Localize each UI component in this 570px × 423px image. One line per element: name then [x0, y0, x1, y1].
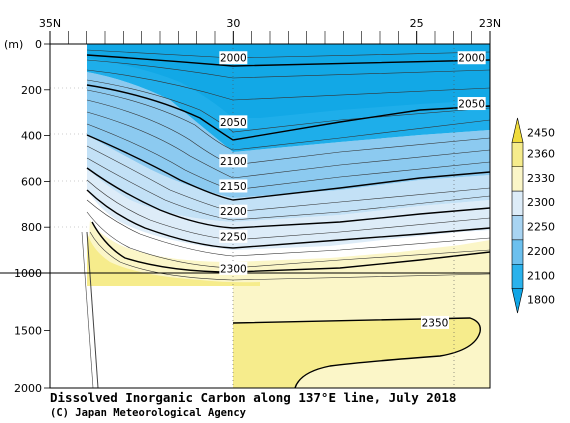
- contour-label: 2200: [220, 206, 247, 218]
- colorbar-label: 2330: [527, 172, 555, 185]
- deep-2330-2360-region: [233, 318, 481, 388]
- y-tick-label: 600: [21, 175, 42, 188]
- contour-labels: 2000 2000 2050 2050 2100 2150 2200 2250 2300 2350: [219, 51, 486, 329]
- colorbar-swatch: [511, 263, 524, 289]
- y-tick-label: 1500: [14, 325, 42, 338]
- x-tick-label: 35N: [39, 17, 61, 30]
- y-tick-label: 200: [21, 84, 42, 97]
- band-2300-2330: [87, 220, 490, 285]
- x-tick-label: 25: [410, 17, 424, 30]
- colorbar-swatch: [511, 142, 524, 168]
- colorbar-label: 2300: [527, 196, 555, 209]
- contour-label: 2300: [220, 263, 247, 275]
- contour-label: 2050: [220, 117, 247, 129]
- colorbar-label: 2450: [527, 126, 555, 139]
- colorbar-swatch: [511, 166, 524, 192]
- contour-label-bg: [457, 97, 486, 111]
- contour-label-bg: [219, 154, 248, 168]
- contour-label: 2150: [220, 181, 247, 193]
- contour-label: 2350: [422, 317, 449, 329]
- contour-label-bg: [219, 261, 248, 275]
- contour-label-bg: [219, 51, 248, 65]
- contour-label-bg: [219, 115, 248, 129]
- contour-label-bg: [219, 229, 248, 243]
- colorbar-swatch: [511, 117, 524, 143]
- y-tick-label: 400: [21, 130, 42, 143]
- colorbar-label: 2200: [527, 245, 555, 258]
- band-2250-2300: [87, 168, 490, 250]
- colorbar-label: 2100: [527, 269, 555, 282]
- colorbar: 2450 2360 2330 2300 2250 2200 2100 1800: [511, 117, 555, 314]
- y-tick-label: 1000: [14, 267, 42, 280]
- section-fill: [50, 44, 490, 388]
- colorbar-swatch: [511, 288, 524, 314]
- contour-label: 2050: [458, 99, 485, 111]
- slope-line: [86, 231, 99, 389]
- contour-label: 2100: [220, 156, 247, 168]
- contour-label-bg: [219, 179, 248, 193]
- colorbar-swatch: [511, 239, 524, 265]
- x-tick-label: 23N: [479, 17, 501, 30]
- chart-title: Dissolved Inorganic Carbon along 137°E l…: [50, 390, 456, 405]
- y-unit-label: (m): [4, 38, 23, 51]
- colorbar-label: 2250: [527, 221, 555, 234]
- x-axis-ticks: 35N 30 25 23N: [39, 17, 501, 30]
- y-tick-label: 0: [35, 38, 42, 51]
- slope-line-2: [81, 231, 94, 389]
- x-tick-label: 30: [226, 17, 240, 30]
- contour-label: 2250: [220, 231, 247, 243]
- band-2200-2250: [87, 135, 490, 222]
- station-ticks: [49, 31, 491, 44]
- contour-lines-thick: [86, 54, 491, 389]
- band-2100-2200: [87, 72, 490, 198]
- colorbar-label: 2360: [527, 147, 555, 160]
- contour-label-bg: [457, 51, 486, 65]
- y-tick-label: 800: [21, 221, 42, 234]
- colorbar-label: 1800: [527, 294, 555, 307]
- credit-text: (C) Japan Meteorological Agency: [50, 407, 247, 419]
- contour-label: 2000: [220, 53, 247, 65]
- colorbar-swatch: [511, 215, 524, 241]
- contour-label: 2000: [458, 53, 485, 65]
- contour-label-bg: [421, 315, 449, 329]
- contour-label-bg: [219, 204, 248, 218]
- colorbar-swatch: [511, 190, 524, 216]
- y-tick-label: 2000: [14, 382, 42, 395]
- y-axis-ticks: 0 200 400 600 800 1000 1500 2000: [14, 38, 50, 395]
